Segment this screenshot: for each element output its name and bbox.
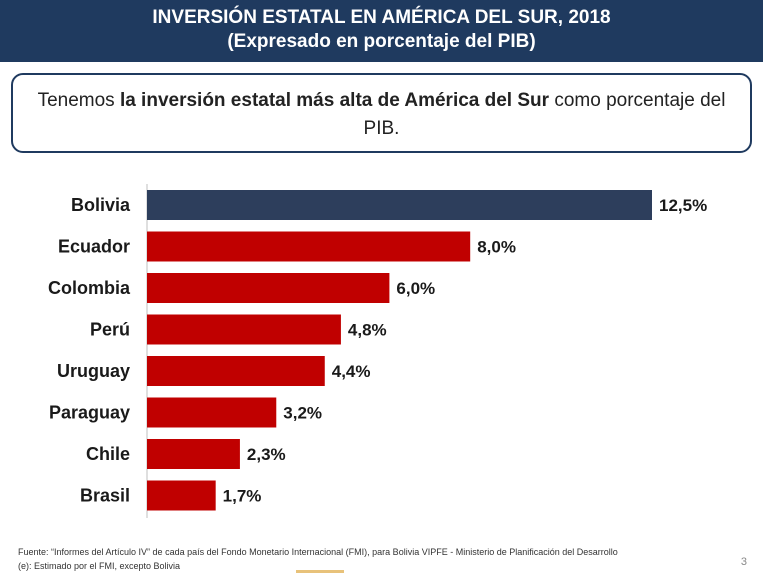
callout-box: Tenemos la inversión estatal más alta de…	[11, 73, 752, 153]
page-number: 3	[740, 556, 747, 568]
category-label-colombia: Colombia	[48, 278, 131, 298]
category-label-chile: Chile	[86, 444, 130, 464]
value-label-brasil: 1,7%	[223, 487, 262, 506]
callout-text-after: como porcentaje del PIB.	[363, 90, 726, 139]
bar-colombia	[147, 273, 390, 303]
bar-uruguay	[147, 356, 325, 386]
bar-chart: Bolivia 12,5% Ecuador 8,0% Colombia 6,0% Perú 4…	[48, 184, 707, 518]
value-label-ecuador: 8,0%	[477, 238, 516, 257]
category-label-uruguay: Uruguay	[57, 361, 130, 381]
value-label-bolivia: 12,5%	[659, 196, 707, 215]
callout-text-bold: la inversión estatal más alta de América…	[119, 90, 550, 111]
category-label-paraguay: Paraguay	[49, 403, 130, 423]
value-label-colombia: 6,0%	[396, 279, 435, 298]
category-label-brasil: Brasil	[80, 486, 130, 506]
category-label-peru: Perú	[90, 320, 130, 340]
bar-chile	[147, 439, 240, 469]
bar-bolivia	[147, 190, 652, 220]
bar-peru	[147, 314, 341, 345]
bar-paraguay	[147, 397, 277, 428]
bar-ecuador	[147, 231, 471, 262]
value-label-peru: 4,8%	[348, 321, 387, 340]
category-label-ecuador: Ecuador	[58, 237, 130, 257]
value-label-uruguay: 4,4%	[332, 362, 371, 381]
value-label-paraguay: 3,2%	[283, 404, 322, 423]
slide-title: INVERSIÓN ESTATAL EN AMÉRICA DEL SUR, 20…	[152, 7, 611, 28]
source-note: Fuente: “Informes del Artículo IV” de ca…	[18, 545, 718, 573]
value-label-chile: 2,3%	[247, 445, 286, 464]
source-line: Fuente: “Informes del Artículo IV” de ca…	[18, 547, 618, 557]
category-label-bolivia: Bolivia	[71, 195, 131, 215]
estimate-note: (e): Estimado por el FMI, excepto Bolivi…	[18, 561, 181, 571]
callout-text-before: Tenemos	[37, 90, 120, 111]
bar-brasil	[147, 480, 216, 511]
slide-subtitle: (Expresado en porcentaje del PIB)	[227, 31, 536, 52]
footer-accent-bar	[296, 570, 344, 573]
slide-header: INVERSIÓN ESTATAL EN AMÉRICA DEL SUR, 20…	[0, 0, 763, 62]
